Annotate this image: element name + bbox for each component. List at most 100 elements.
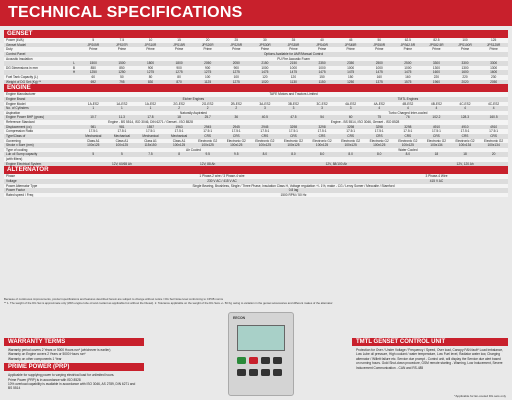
controller-brand: EECON bbox=[233, 316, 246, 320]
table-cell: 1150 bbox=[318, 79, 326, 84]
table-cell: 4 bbox=[435, 106, 438, 111]
table-cell: 870 bbox=[176, 79, 182, 84]
table-cell: 1275 bbox=[146, 70, 155, 75]
row-label: Rated speed / Freq bbox=[6, 192, 34, 197]
row-label: Engine Model bbox=[6, 101, 26, 106]
table-cell: 4910 bbox=[461, 124, 469, 129]
table-cell: 1600 bbox=[461, 70, 469, 75]
table-cell: 981 bbox=[119, 124, 125, 129]
dimension-mark: B bbox=[72, 65, 76, 70]
row-cells: 12V, 60/65 Ah 12V, 88 Ah 12V, 88/100 Ah 12V… bbox=[79, 162, 508, 167]
table-cell: JPS40R bbox=[316, 42, 328, 47]
table-cell: 2945 bbox=[204, 124, 212, 129]
table-cell: 100x125 bbox=[373, 143, 386, 148]
table-cell: 2500 bbox=[375, 61, 383, 66]
table-row: Voltage 230 V AC / 415 V AC 415 V AC bbox=[4, 178, 508, 184]
table-cell: JPS20R bbox=[201, 42, 214, 47]
table-cell: 4C-ES2 bbox=[459, 101, 471, 106]
table-cell: 3298 bbox=[289, 124, 297, 129]
table-cell: 1000 bbox=[347, 65, 355, 70]
table-cell: 10 bbox=[148, 38, 153, 42]
table-cell: 100x125 bbox=[287, 143, 300, 148]
table-cell: 1000 bbox=[261, 65, 269, 70]
table-cell: 1300 bbox=[432, 65, 440, 70]
table-cell: 1500 bbox=[89, 61, 97, 66]
table-cell: 1020 bbox=[261, 79, 269, 84]
table-cell: 2150 bbox=[261, 61, 269, 66]
table-row: H 1250 1250 1275 1275 1275 1275 1475 1475 1475 147… bbox=[4, 70, 508, 75]
table-cell: 40.5 bbox=[261, 115, 268, 120]
row-cells: Options Available for AMF/Manual Control bbox=[79, 52, 508, 57]
row-cells: 1250 1250 1275 1275 1275 1275 1475 1475 1475 1475… bbox=[79, 70, 508, 75]
table-cell: 17.5:1 bbox=[346, 129, 356, 134]
table-cell: 2B-ES2 bbox=[230, 101, 242, 106]
table-cell: 850 bbox=[90, 65, 96, 70]
table-cell: 17.5:1 bbox=[146, 129, 155, 134]
table-cell: 8.0 bbox=[291, 152, 296, 157]
down-button-icon bbox=[273, 369, 282, 376]
table-cell: Prime bbox=[203, 47, 212, 52]
table-cell: Prime bbox=[174, 47, 184, 52]
table-cell: 102.2 bbox=[432, 115, 441, 120]
row-label: Phase bbox=[6, 174, 16, 179]
table-cell: 17.5:1 bbox=[88, 129, 98, 134]
table-cell: 2350 bbox=[347, 61, 355, 66]
table-cell: 2350 bbox=[318, 61, 326, 66]
table-cell: 4 bbox=[464, 106, 466, 111]
table-cell: 220 bbox=[462, 75, 468, 79]
table-cell: 8.0 bbox=[405, 152, 411, 157]
table-cell: 17.5:1 bbox=[317, 129, 327, 134]
row-label: (with filters) bbox=[6, 157, 23, 161]
table-cell: 4C-ES2 bbox=[488, 101, 500, 106]
table-row: Engine Manufacturer TAFE Motors and Tract… bbox=[4, 92, 508, 97]
row-cells: 981 981 1557 1963 2945 2945 2945 3298 3298 3298 32… bbox=[79, 125, 508, 130]
table-cell: 1475 bbox=[289, 70, 297, 75]
table-cell: CRS bbox=[490, 133, 497, 138]
table-cell: 1500 bbox=[118, 61, 126, 66]
table-cell: 1000 bbox=[289, 65, 297, 70]
table-cell: CRS bbox=[261, 133, 269, 138]
table-cell: Electronic G2 bbox=[426, 138, 446, 143]
row-label: No. of Cylinders bbox=[6, 106, 29, 111]
dimension-mark bbox=[69, 80, 79, 85]
table-cell: CRS bbox=[318, 133, 326, 138]
table-cell: 17.5:1 bbox=[289, 129, 298, 134]
table-row: Engine Electrical System 12V, 60/65 Ah 12V… bbox=[4, 161, 508, 167]
table-cell: 4 bbox=[378, 106, 381, 111]
table-cell-group: 12V, 120 Ah bbox=[456, 161, 474, 166]
row-cells: Single Bearing, Brushless, Single / Thre… bbox=[79, 184, 508, 189]
table-cell: 60 bbox=[91, 75, 96, 79]
table-cell: Electronic G2 bbox=[398, 138, 418, 143]
table-cell: 2150 bbox=[289, 61, 297, 66]
table-cell: Electronic G2 bbox=[283, 138, 304, 143]
table-cell: 125 bbox=[490, 38, 497, 42]
row-cells: 5 7.5 10 15 20 25 30 35 40 45 50 62.5 82.5 100 125 bbox=[79, 38, 508, 43]
dimension-mark bbox=[69, 193, 79, 198]
page-title: TECHNICAL SPECIFICATIONS bbox=[0, 0, 512, 26]
row-cells: TAFE Motors and Tractors Limited bbox=[79, 92, 508, 97]
table-cell: 128.3 bbox=[461, 115, 469, 120]
row-cells: 17.5:1 17.5:1 17.5:1 17.5:1 17.5:1 17.5:1 17.5… bbox=[79, 129, 508, 134]
table-row: No. of Cylinders 1 1 1 2 2 2 3 3 3 3 4 4 4 4 4 bbox=[4, 106, 508, 111]
table-cell: 3298 bbox=[318, 124, 326, 129]
table-cell: 1475 bbox=[318, 70, 326, 75]
table-cell-group: 12V, 60/65 Ah bbox=[112, 161, 132, 166]
table-cell: 2 bbox=[206, 106, 209, 111]
row-cells: Engine - BS 5514, ISO 3046, DIN 6271 / G… bbox=[79, 120, 508, 125]
table-cell: Electronic G2 bbox=[255, 138, 275, 143]
footnote-line-2: ** 1. The weight of the DG Set is approx… bbox=[4, 300, 333, 305]
table-row: Control Panel Options Available for AMF/M… bbox=[4, 51, 508, 57]
table-cell: 9.5 bbox=[234, 152, 239, 157]
table-cell: 100 bbox=[462, 38, 468, 42]
table-cell: 100x125 bbox=[115, 143, 128, 148]
table-cell: 160.5 bbox=[489, 115, 498, 120]
table-cell: 17.8 bbox=[147, 115, 154, 120]
table-cell: 1275 bbox=[204, 70, 212, 75]
table-cell-span: Options Available for AMF/Manual Control bbox=[263, 51, 324, 56]
table-cell: Electronic G2 bbox=[455, 138, 475, 143]
row-cells: 1500 RPM / 50 Hz bbox=[79, 193, 508, 198]
table-cell: JPS50R bbox=[373, 42, 386, 47]
row-label: Aspiration bbox=[6, 110, 21, 115]
row-cells: Naturally Aspirated Turbo Charged Inter-c… bbox=[79, 111, 508, 116]
table-cell: CRS bbox=[461, 133, 469, 138]
